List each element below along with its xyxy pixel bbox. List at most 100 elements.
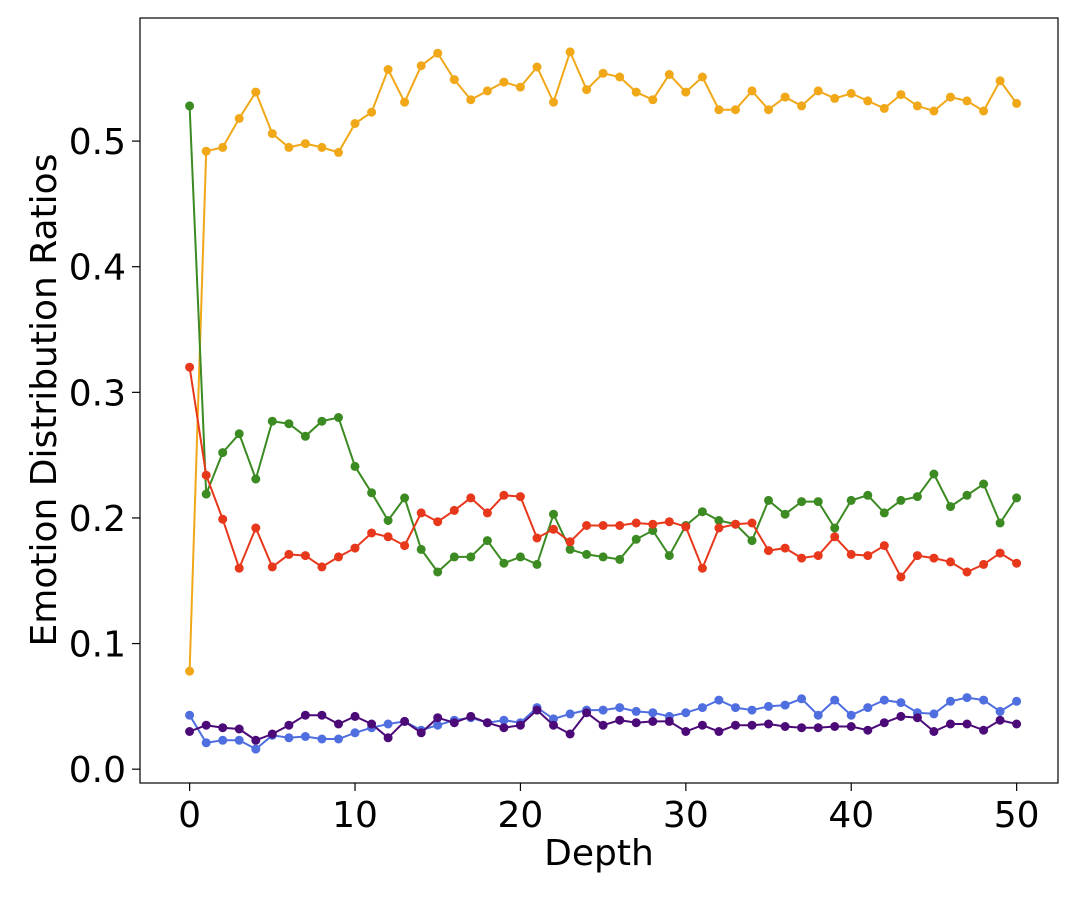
data-point bbox=[764, 701, 773, 711]
data-point bbox=[350, 543, 360, 553]
data-point bbox=[995, 76, 1005, 86]
data-point bbox=[1012, 696, 1022, 706]
data-point bbox=[879, 103, 889, 113]
data-point bbox=[433, 567, 443, 577]
data-point bbox=[185, 362, 195, 372]
data-point bbox=[565, 537, 575, 547]
data-point bbox=[813, 497, 823, 507]
data-point bbox=[764, 719, 773, 729]
data-point bbox=[201, 489, 211, 499]
data-point bbox=[979, 695, 989, 705]
data-point bbox=[449, 718, 459, 728]
data-point bbox=[499, 558, 509, 568]
data-point bbox=[929, 709, 939, 719]
y-tick-label: 0.1 bbox=[69, 625, 126, 666]
data-point bbox=[482, 86, 492, 96]
x-axis-label: Depth bbox=[544, 833, 654, 874]
data-point bbox=[482, 508, 492, 518]
data-point bbox=[979, 106, 989, 116]
data-point bbox=[433, 713, 443, 723]
data-point bbox=[185, 101, 195, 111]
data-point bbox=[681, 727, 691, 736]
data-point bbox=[284, 733, 294, 743]
data-point bbox=[416, 61, 426, 71]
data-point bbox=[251, 744, 261, 754]
data-point bbox=[416, 508, 426, 518]
data-point bbox=[400, 541, 410, 551]
data-point bbox=[863, 703, 873, 713]
data-point bbox=[532, 533, 542, 543]
data-point bbox=[185, 710, 195, 720]
data-point bbox=[549, 714, 558, 724]
data-point bbox=[615, 72, 625, 82]
data-point bbox=[1012, 493, 1022, 503]
data-point bbox=[830, 695, 840, 705]
data-point bbox=[466, 552, 476, 562]
data-point bbox=[780, 700, 790, 710]
data-point bbox=[565, 544, 575, 554]
data-point bbox=[946, 719, 955, 729]
data-point bbox=[400, 716, 410, 726]
data-point bbox=[664, 70, 674, 79]
data-point bbox=[912, 551, 922, 561]
data-point bbox=[267, 416, 277, 426]
data-point bbox=[350, 119, 360, 128]
data-point bbox=[582, 85, 592, 95]
data-point bbox=[267, 562, 277, 572]
data-point bbox=[896, 711, 906, 721]
data-point bbox=[896, 698, 906, 708]
data-point bbox=[1012, 558, 1022, 568]
data-point bbox=[251, 523, 261, 533]
data-point bbox=[731, 105, 740, 115]
data-point bbox=[251, 735, 261, 745]
data-point bbox=[615, 554, 625, 564]
data-point bbox=[400, 97, 410, 107]
data-point bbox=[267, 129, 277, 139]
data-point bbox=[218, 142, 228, 152]
data-point bbox=[697, 703, 707, 713]
series-1 bbox=[185, 47, 1022, 676]
data-point bbox=[300, 732, 310, 741]
data-point bbox=[334, 734, 343, 744]
data-point bbox=[449, 75, 459, 85]
data-point bbox=[615, 703, 625, 713]
data-point bbox=[664, 517, 674, 527]
y-tick-label: 0.0 bbox=[69, 750, 126, 791]
data-point bbox=[714, 727, 724, 736]
data-point bbox=[946, 502, 955, 512]
data-point bbox=[631, 706, 641, 716]
data-point bbox=[482, 536, 492, 546]
data-point bbox=[499, 77, 509, 87]
data-point bbox=[615, 715, 625, 725]
data-point bbox=[416, 544, 426, 554]
data-point bbox=[1012, 98, 1022, 108]
data-point bbox=[863, 96, 873, 106]
data-point bbox=[515, 82, 525, 92]
data-point bbox=[946, 696, 955, 706]
y-tick-label: 0.5 bbox=[69, 122, 126, 163]
data-point bbox=[929, 553, 939, 563]
x-tick-label: 40 bbox=[828, 795, 874, 836]
data-point bbox=[631, 87, 641, 97]
plot-frame bbox=[139, 17, 1059, 784]
data-point bbox=[532, 559, 542, 569]
data-point bbox=[598, 705, 608, 715]
series-layer bbox=[185, 47, 1022, 754]
data-point bbox=[780, 509, 790, 519]
data-point bbox=[731, 519, 740, 529]
data-point bbox=[466, 95, 476, 105]
data-point bbox=[962, 719, 972, 729]
data-point bbox=[317, 734, 327, 744]
data-point bbox=[929, 469, 939, 479]
data-point bbox=[334, 413, 343, 422]
data-point bbox=[962, 96, 972, 106]
x-tick-label: 10 bbox=[332, 795, 378, 836]
data-point bbox=[1012, 719, 1022, 729]
data-point bbox=[515, 492, 525, 502]
series-5 bbox=[185, 705, 1022, 745]
data-point bbox=[218, 723, 228, 733]
data-point bbox=[300, 431, 310, 441]
data-point bbox=[631, 518, 641, 528]
data-point bbox=[681, 87, 691, 97]
data-point bbox=[615, 521, 625, 530]
